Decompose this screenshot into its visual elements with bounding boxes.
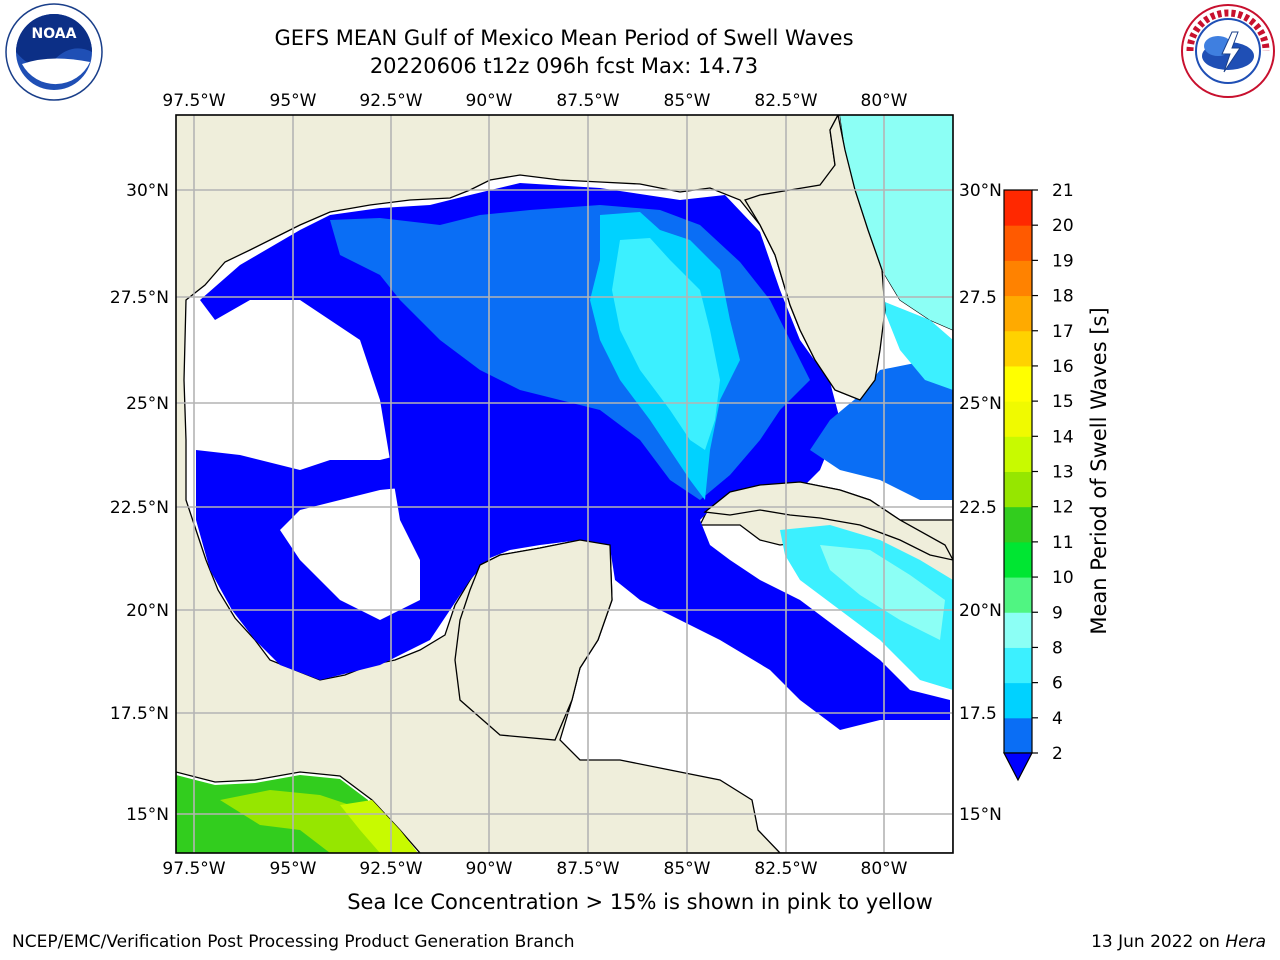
noaa-logo: NOAA — [5, 3, 103, 101]
swell-atlantic-blue — [810, 360, 953, 500]
colorbar-segment — [1004, 190, 1032, 226]
colorbar-tick-label: 13 — [1052, 463, 1074, 483]
lon-label-bottom: 85°W — [664, 859, 711, 879]
colorbar-tick-label: 21 — [1052, 181, 1074, 201]
colorbar-tick-label: 19 — [1052, 251, 1074, 271]
colorbar-segment — [1004, 717, 1032, 754]
colorbar-label: Mean Period of Swell Waves [s] — [1087, 307, 1111, 634]
lat-label-right: 27.5 — [959, 288, 997, 308]
lon-label-bottom: 90°W — [466, 859, 513, 879]
swell-6-8s — [612, 238, 720, 450]
lon-label-bottom: 80°W — [861, 859, 908, 879]
colorbar: 2 4 6 8 9 10 11 12 13 14 15 16 17 18 19 20 21 — [1003, 181, 1074, 764]
map-subtitle: 20220606 t12z 096h fcst Max: 14.73 — [369, 54, 759, 78]
lon-label-top: 92.5°W — [359, 91, 422, 111]
colorbar-tick-label: 8 — [1052, 638, 1063, 658]
colorbar-tick-label: 20 — [1052, 216, 1074, 236]
lat-label-left: 25°N — [126, 394, 169, 414]
lon-label-bottom: 87.5°W — [556, 859, 619, 879]
colorbar-tick-label: 16 — [1052, 357, 1074, 377]
lat-label-right: 20°N — [959, 601, 1002, 621]
lon-label-top: 82.5°W — [754, 91, 817, 111]
map-gridlines — [176, 115, 953, 853]
colorbar-segment — [1004, 225, 1032, 261]
swell-atlantic-light — [840, 115, 953, 330]
lon-label-bottom: 97.5°W — [162, 859, 225, 879]
colorbar-segment — [1004, 577, 1032, 613]
colorbar-tick-label: 17 — [1052, 322, 1074, 342]
lat-label-left: 30°N — [126, 181, 169, 201]
lon-label-top: 87.5°W — [556, 91, 619, 111]
colorbar-under-triangle — [1003, 752, 1033, 782]
colorbar-segment — [1004, 365, 1032, 402]
lat-label-right: 17.5 — [959, 704, 997, 724]
colorbar-segment — [1004, 541, 1032, 578]
colorbar-segment — [1004, 330, 1032, 367]
lat-label-left: 15°N — [126, 805, 169, 825]
colorbar-segment — [1004, 682, 1032, 719]
colorbar-segment — [1004, 401, 1032, 437]
lat-label-right: 22.5 — [959, 498, 997, 518]
colorbar-segment — [1004, 260, 1032, 297]
nws-logo — [1181, 4, 1275, 98]
swell-caribbean-cyan — [780, 525, 953, 690]
colorbar-segment — [1004, 471, 1032, 508]
lat-label-left: 20°N — [126, 601, 169, 621]
colorbar-tick-label: 10 — [1052, 568, 1074, 588]
lon-label-top: 95°W — [270, 91, 317, 111]
colorbar-tick-label: 14 — [1052, 427, 1074, 447]
lat-label-right: 30°N — [959, 181, 1002, 201]
colorbar-segment — [1004, 612, 1032, 648]
colorbar-segment — [1004, 647, 1032, 684]
lon-label-top: 85°W — [664, 91, 711, 111]
credit-date: 13 Jun 2022 on — [1091, 932, 1226, 952]
lat-label-right: 15°N — [959, 805, 1002, 825]
lon-label-top: 80°W — [861, 91, 908, 111]
lat-label-left: 17.5°N — [110, 704, 169, 724]
lon-label-top: 97.5°W — [162, 91, 225, 111]
noaa-logo-label: NOAA — [32, 26, 77, 42]
lat-label-left: 22.5°N — [110, 498, 169, 518]
swell-atlantic-cyan — [880, 300, 953, 390]
colorbar-tick-label: 4 — [1052, 709, 1063, 729]
colorbar-tick-label: 12 — [1052, 498, 1074, 518]
lat-label-right: 25°N — [959, 394, 1002, 414]
swell-caribbean-light — [820, 545, 945, 640]
colorbar-tick-label: 6 — [1052, 674, 1063, 694]
lat-label-left: 27.5°N — [110, 288, 169, 308]
colorbar-tick-label: 11 — [1052, 533, 1074, 553]
florida-coast — [744, 115, 886, 401]
map-title: GEFS MEAN Gulf of Mexico Mean Period of … — [274, 26, 854, 50]
colorbar-segment — [1004, 295, 1032, 332]
lon-label-top: 90°W — [466, 91, 513, 111]
credit-left: NCEP/EMC/Verification Post Processing Pr… — [12, 932, 575, 952]
colorbar-segment — [1004, 506, 1032, 543]
colorbar-tick-label: 2 — [1052, 744, 1063, 764]
lon-label-bottom: 82.5°W — [754, 859, 817, 879]
colorbar-tick-label: 15 — [1052, 392, 1074, 412]
sea-ice-note: Sea Ice Concentration > 15% is shown in … — [347, 890, 933, 914]
colorbar-tick-label: 9 — [1052, 603, 1063, 623]
colorbar-tick-label: 18 — [1052, 287, 1074, 307]
yucatan-coast — [454, 539, 613, 741]
lon-label-bottom: 95°W — [270, 859, 317, 879]
lon-label-bottom: 92.5°W — [359, 859, 422, 879]
credit-host: Hera — [1225, 932, 1266, 952]
colorbar-segment — [1004, 436, 1032, 472]
map-frame — [175, 114, 954, 854]
credit-right: 13 Jun 2022 on Hera — [1091, 932, 1266, 952]
